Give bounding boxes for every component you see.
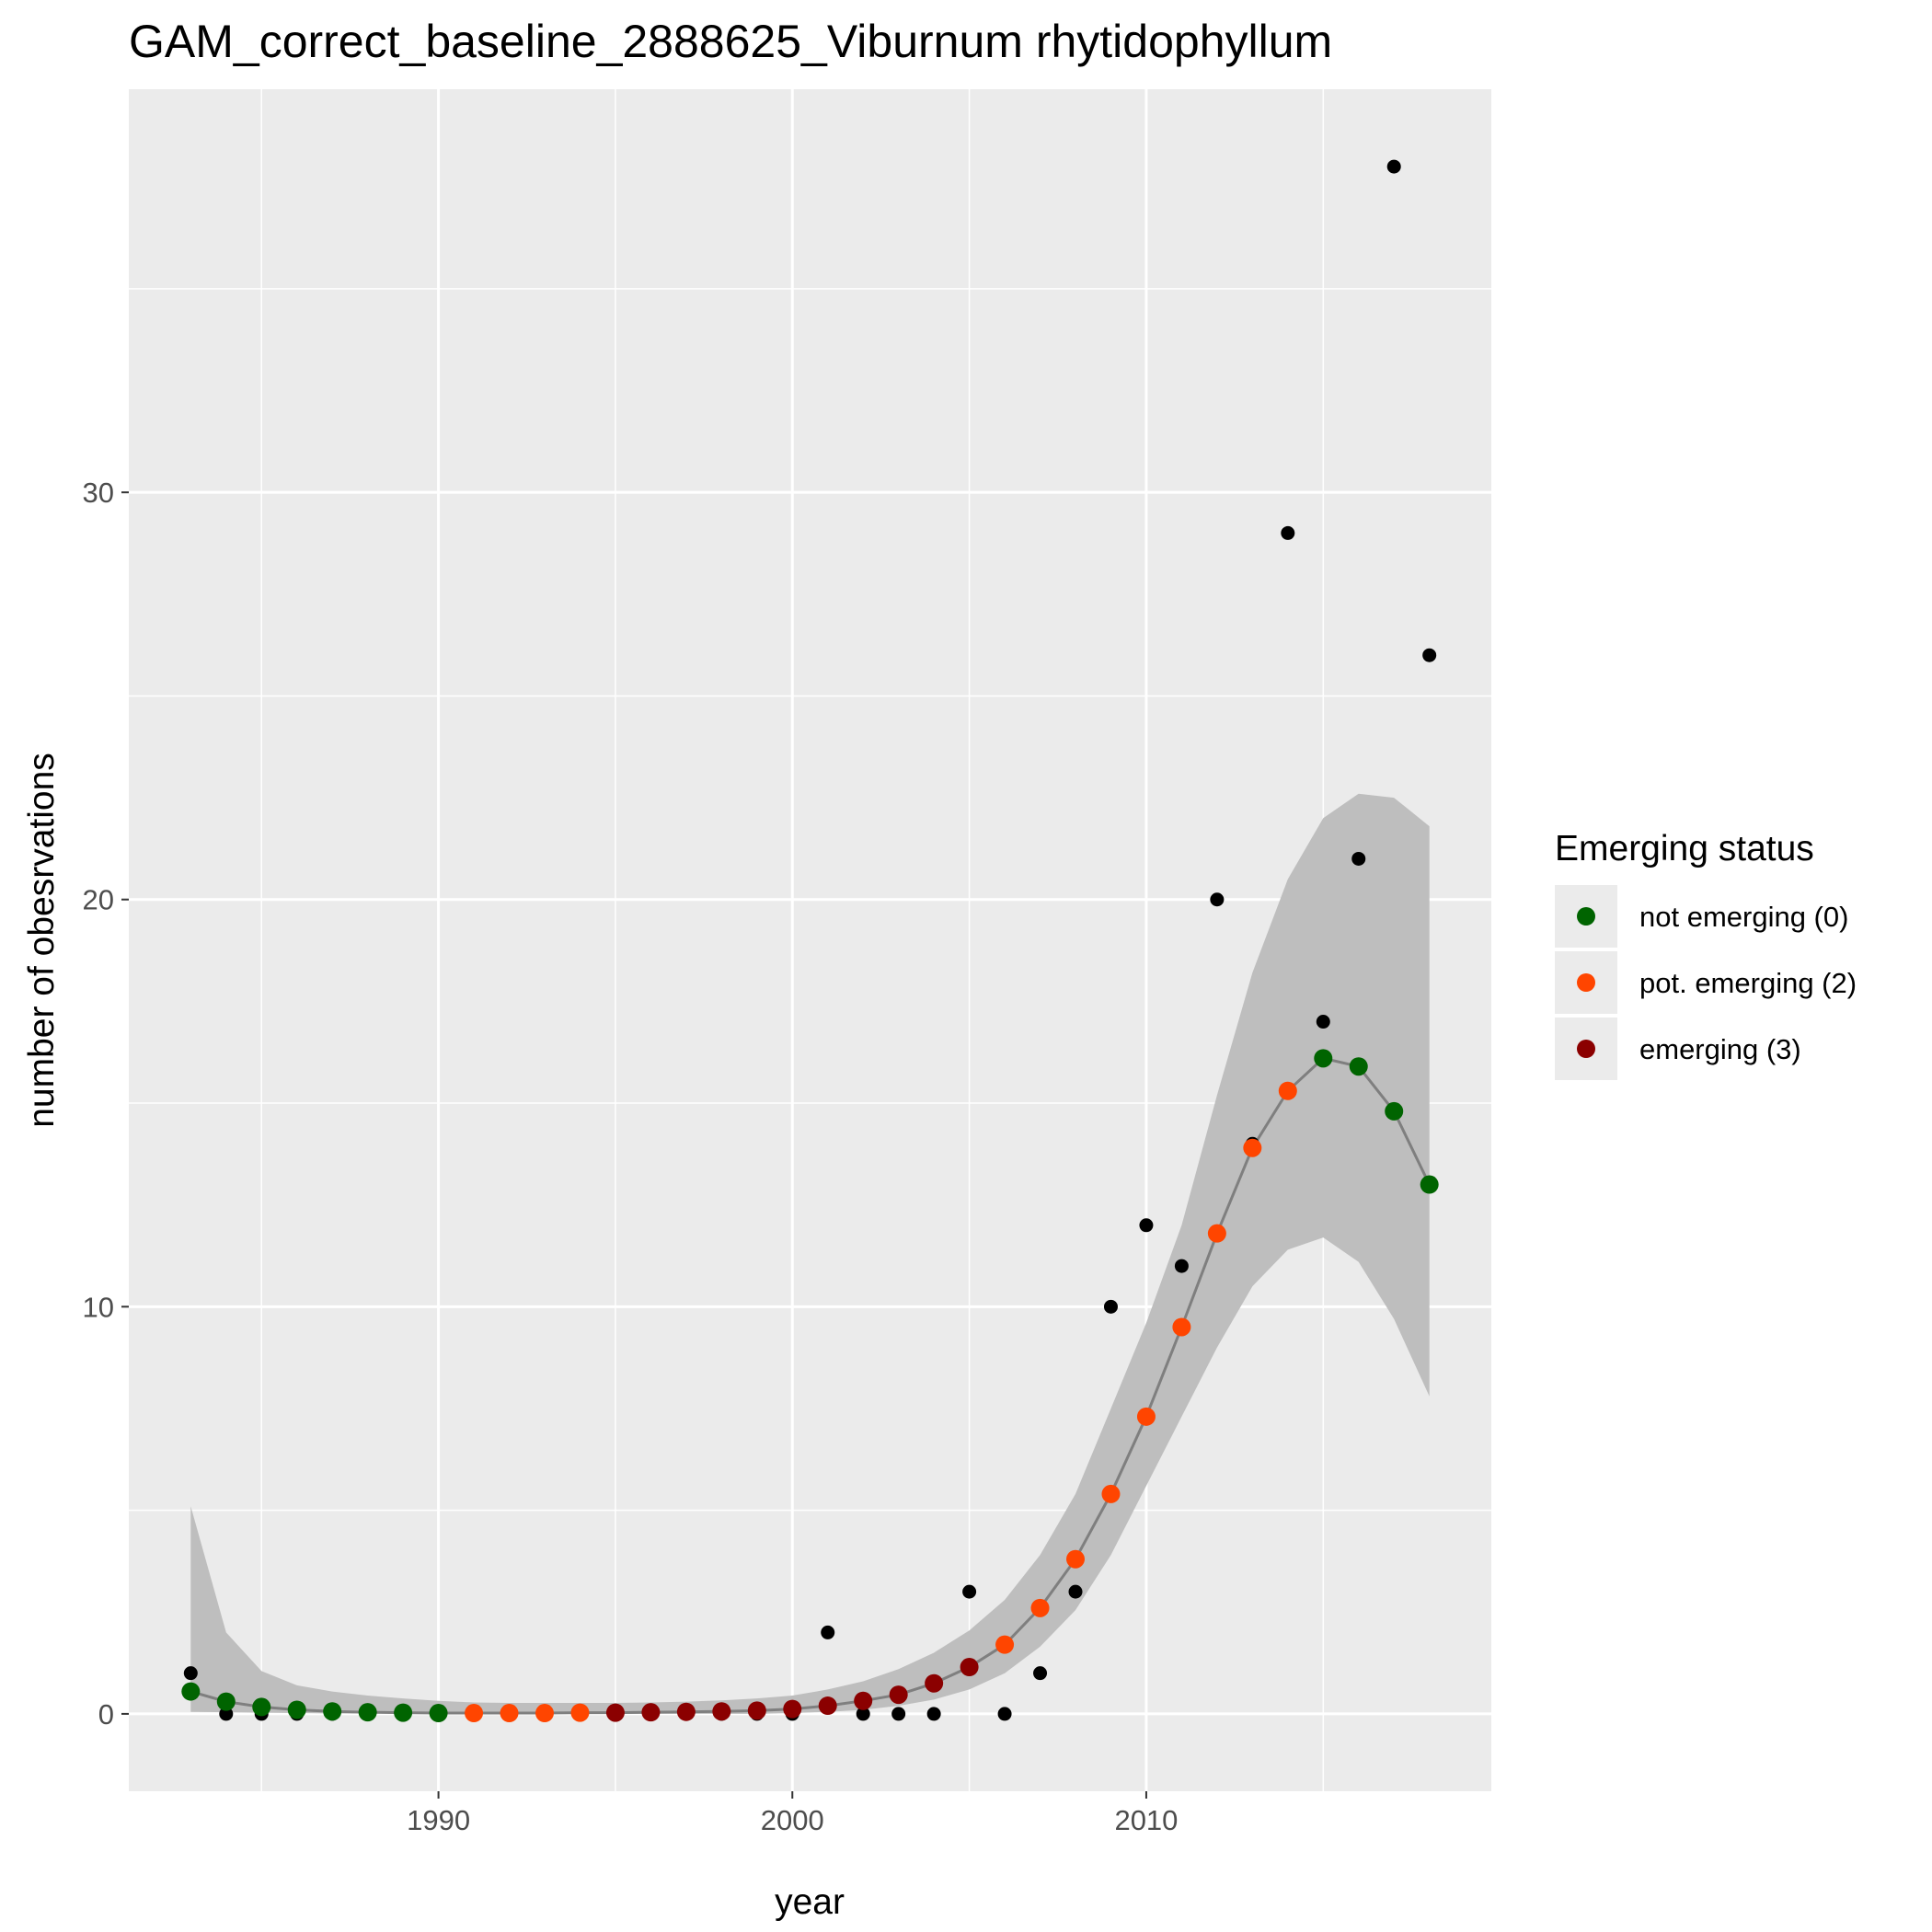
status-point [1136, 1407, 1156, 1426]
status-point [1314, 1049, 1333, 1068]
observed-point [821, 1625, 835, 1639]
y-tick-label: 10 [83, 1291, 114, 1323]
observed-point [926, 1707, 941, 1721]
observed-point [1281, 525, 1295, 540]
x-axis: 1990 2000 2010 [407, 1791, 1178, 1836]
confidence-band-area [190, 793, 1430, 1714]
observed-point [1422, 648, 1437, 662]
y-axis: 0 10 20 30 [83, 477, 129, 1731]
grid-minor [129, 89, 1491, 1791]
status-point [216, 1692, 236, 1711]
legend-title: Emerging status [1555, 829, 1814, 868]
status-point [535, 1704, 554, 1723]
status-point [995, 1635, 1015, 1654]
status-point [960, 1658, 979, 1677]
observed-point [1033, 1666, 1048, 1681]
status-point [1385, 1101, 1404, 1121]
status-point [747, 1701, 766, 1720]
status-point [889, 1685, 908, 1705]
legend-label: emerging (3) [1639, 1033, 1801, 1065]
observed-point [1103, 1299, 1118, 1314]
status-point [605, 1703, 625, 1722]
x-tick-label: 1990 [407, 1804, 470, 1836]
x-tick-label: 2000 [761, 1804, 824, 1836]
observed-point [1174, 1259, 1189, 1273]
y-tick-label: 30 [83, 477, 114, 509]
status-point [1030, 1598, 1050, 1617]
status-point [323, 1702, 342, 1721]
status-point [925, 1673, 944, 1693]
legend-marker [1577, 973, 1595, 992]
status-point [358, 1703, 377, 1722]
observed-point [1316, 1015, 1330, 1029]
status-point [641, 1703, 661, 1722]
status-point [712, 1702, 731, 1721]
status-point [287, 1700, 306, 1719]
status-point [1172, 1317, 1191, 1337]
status-point [676, 1702, 696, 1721]
status-point [394, 1703, 413, 1722]
legend: Emerging status not emerging (0) pot. eme… [1555, 829, 1857, 1080]
observed-point [1386, 159, 1401, 174]
legend-marker [1577, 907, 1595, 926]
observed-point [1068, 1584, 1083, 1599]
observed-point [219, 1707, 234, 1721]
observed-point [1210, 892, 1225, 907]
status-point [1243, 1138, 1262, 1157]
legend-label: pot. emerging (2) [1639, 967, 1857, 999]
status-point [1278, 1081, 1297, 1100]
status-point [854, 1691, 873, 1710]
observed-point [183, 1666, 198, 1681]
status-point [1420, 1175, 1439, 1194]
status-point [181, 1682, 201, 1701]
status-point [500, 1704, 519, 1723]
observed-point [891, 1707, 906, 1721]
status-point [570, 1703, 590, 1722]
status-point [1101, 1484, 1121, 1503]
observed-point [962, 1584, 977, 1599]
legend-marker [1577, 1040, 1595, 1058]
status-point [783, 1699, 802, 1719]
observed-point [1351, 851, 1366, 866]
y-tick-label: 20 [83, 884, 114, 916]
status-point [818, 1696, 837, 1716]
observed-point [1139, 1218, 1154, 1233]
plot-panel [129, 89, 1491, 1791]
x-tick-label: 2010 [1114, 1804, 1178, 1836]
chart-title: GAM_correct_baseline_2888625_Viburnum rh… [129, 16, 1332, 67]
status-point [1349, 1057, 1368, 1076]
status-point [1207, 1224, 1226, 1243]
status-points [181, 1049, 1439, 1723]
status-point [252, 1697, 271, 1717]
y-tick-label: 0 [98, 1698, 114, 1731]
grid-major [129, 89, 1491, 1791]
observed-point [856, 1707, 870, 1721]
x-axis-title: year [775, 1882, 845, 1922]
y-axis-title: number of obesrvations [22, 753, 62, 1128]
status-point [1066, 1549, 1086, 1569]
status-point [429, 1704, 448, 1723]
legend-label: not emerging (0) [1639, 901, 1848, 933]
status-point [465, 1704, 484, 1723]
confidence-band [190, 793, 1430, 1714]
observed-point [997, 1707, 1012, 1721]
